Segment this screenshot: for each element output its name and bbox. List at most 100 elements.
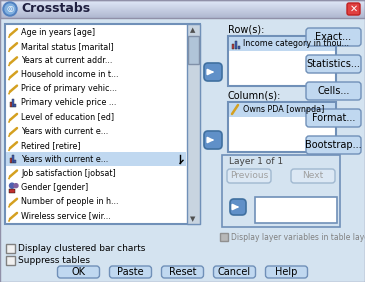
Text: Help: Help <box>275 267 298 277</box>
Bar <box>6 244 15 253</box>
Bar <box>0 2 365 3</box>
FancyBboxPatch shape <box>214 266 255 278</box>
FancyBboxPatch shape <box>230 199 246 215</box>
FancyBboxPatch shape <box>204 63 222 81</box>
Text: Number of people in h...: Number of people in h... <box>21 197 119 206</box>
Bar <box>255 197 337 223</box>
Bar <box>0 0 365 18</box>
Text: ▼: ▼ <box>190 216 196 222</box>
Bar <box>0 11 365 12</box>
Text: Cells...: Cells... <box>317 86 350 96</box>
Text: Primary vehicle price ...: Primary vehicle price ... <box>21 98 116 107</box>
Bar <box>0 13 365 14</box>
FancyBboxPatch shape <box>227 169 271 183</box>
Bar <box>14 160 16 163</box>
Text: Suppress tables: Suppress tables <box>18 256 90 265</box>
Bar <box>6 256 15 265</box>
Bar <box>0 10 365 11</box>
Circle shape <box>9 183 15 188</box>
Text: Wireless service [wir...: Wireless service [wir... <box>21 212 111 221</box>
Text: Next: Next <box>302 171 324 180</box>
Bar <box>9 189 15 193</box>
FancyBboxPatch shape <box>161 266 204 278</box>
Text: Owns PDA [ownpda]: Owns PDA [ownpda] <box>243 105 324 114</box>
Bar <box>10 102 12 107</box>
Text: Previous: Previous <box>230 171 268 180</box>
Bar <box>228 36 336 86</box>
Circle shape <box>5 4 15 14</box>
FancyBboxPatch shape <box>58 266 100 278</box>
Bar <box>14 104 16 107</box>
Text: OK: OK <box>72 267 85 277</box>
Bar <box>238 46 240 49</box>
FancyBboxPatch shape <box>204 131 222 149</box>
Bar <box>0 12 365 13</box>
Text: Crosstabs: Crosstabs <box>21 3 90 16</box>
Bar <box>0 15 365 16</box>
FancyBboxPatch shape <box>265 266 307 278</box>
Bar <box>0 6 365 7</box>
Bar <box>5 24 200 224</box>
Bar <box>0 8 365 9</box>
Text: Display clustered bar charts: Display clustered bar charts <box>18 244 145 253</box>
FancyBboxPatch shape <box>110 266 151 278</box>
Bar <box>0 1 365 2</box>
FancyBboxPatch shape <box>347 3 360 15</box>
Text: Reset: Reset <box>169 267 196 277</box>
Circle shape <box>14 184 18 188</box>
Text: ◎: ◎ <box>6 5 14 14</box>
Bar <box>228 102 336 152</box>
Text: Bootstrap...: Bootstrap... <box>305 140 362 150</box>
Bar <box>0 0 365 1</box>
Bar <box>12 155 14 163</box>
Text: Exact...: Exact... <box>315 32 351 42</box>
Bar <box>0 16 365 17</box>
Bar <box>229 103 335 117</box>
Bar <box>0 9 365 10</box>
Text: Row(s):: Row(s): <box>228 25 264 35</box>
Text: Age in years [age]: Age in years [age] <box>21 28 95 37</box>
Text: Display layer variables in table layers: Display layer variables in table layers <box>231 232 365 241</box>
Bar <box>6 152 186 166</box>
Circle shape <box>3 2 17 16</box>
Bar <box>0 3 365 4</box>
FancyBboxPatch shape <box>306 109 361 127</box>
Text: Statistics...: Statistics... <box>307 59 361 69</box>
Bar <box>0 5 365 6</box>
Text: Column(s):: Column(s): <box>228 91 281 101</box>
FancyBboxPatch shape <box>306 28 361 46</box>
Text: Retired [retire]: Retired [retire] <box>21 141 81 150</box>
Text: Gender [gender]: Gender [gender] <box>21 183 88 192</box>
Text: Income category in thou...: Income category in thou... <box>243 39 349 49</box>
Text: ▲: ▲ <box>190 27 196 33</box>
Text: Format...: Format... <box>312 113 355 123</box>
Text: Marital status [marital]: Marital status [marital] <box>21 42 114 51</box>
Text: Cancel: Cancel <box>218 267 251 277</box>
Bar <box>0 14 365 15</box>
Text: Layer 1 of 1: Layer 1 of 1 <box>229 158 283 166</box>
Bar <box>222 155 340 227</box>
Text: Household income in t...: Household income in t... <box>21 70 119 79</box>
Text: Years with current e...: Years with current e... <box>21 155 108 164</box>
Bar <box>10 158 12 163</box>
FancyBboxPatch shape <box>306 82 361 100</box>
FancyBboxPatch shape <box>306 55 361 73</box>
Bar <box>0 17 365 18</box>
Text: Price of primary vehic...: Price of primary vehic... <box>21 84 117 93</box>
Text: Paste: Paste <box>117 267 144 277</box>
Bar <box>0 7 365 8</box>
FancyBboxPatch shape <box>291 169 335 183</box>
Bar <box>187 24 200 224</box>
Bar <box>235 41 237 49</box>
Text: Years with current e...: Years with current e... <box>21 127 108 136</box>
Text: Job satisfaction [jobsat]: Job satisfaction [jobsat] <box>21 169 116 178</box>
Bar <box>220 233 228 241</box>
Bar <box>12 99 14 107</box>
Bar <box>232 44 234 49</box>
Text: Level of education [ed]: Level of education [ed] <box>21 113 114 122</box>
Bar <box>188 36 199 64</box>
Bar <box>0 4 365 5</box>
Text: Years at current addr...: Years at current addr... <box>21 56 112 65</box>
FancyBboxPatch shape <box>306 136 361 154</box>
Bar <box>229 37 335 51</box>
